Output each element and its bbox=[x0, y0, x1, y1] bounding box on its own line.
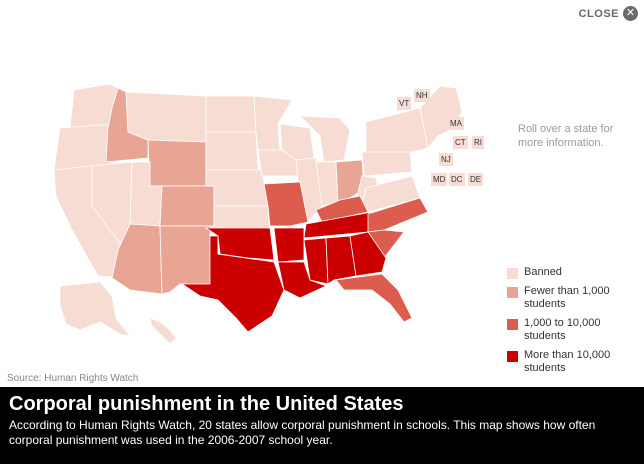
state-LA[interactable] bbox=[277, 261, 328, 299]
state-WY[interactable] bbox=[147, 139, 207, 187]
state-OH[interactable] bbox=[335, 159, 365, 203]
small-state-ma[interactable]: MA bbox=[448, 117, 464, 130]
state-MO[interactable] bbox=[263, 181, 309, 227]
legend-label: 1,000 to 10,000 students bbox=[524, 317, 601, 342]
state-AK[interactable] bbox=[59, 281, 131, 337]
state-NE[interactable] bbox=[205, 169, 269, 207]
state-MI[interactable] bbox=[298, 115, 351, 163]
state-MT[interactable] bbox=[125, 91, 207, 143]
legend-item-banned: Banned bbox=[507, 266, 632, 279]
state-NY[interactable] bbox=[365, 107, 429, 153]
state-FL[interactable] bbox=[335, 273, 413, 323]
close-label: CLOSE bbox=[578, 7, 619, 20]
legend-swatch bbox=[507, 351, 518, 362]
small-state-nh[interactable]: NH bbox=[414, 89, 430, 102]
legend-label: More than 10,000 students bbox=[524, 349, 611, 374]
state-AR[interactable] bbox=[273, 227, 305, 263]
legend-label: Banned bbox=[524, 266, 562, 278]
state-HI[interactable] bbox=[149, 317, 177, 345]
caption-title: Corporal punishment in the United States bbox=[9, 393, 404, 415]
legend-swatch bbox=[507, 268, 518, 279]
hover-hint: Roll over a state for more information. bbox=[518, 123, 614, 149]
state-CO[interactable] bbox=[159, 185, 215, 227]
close-icon[interactable]: ✕ bbox=[623, 6, 638, 21]
state-ND[interactable] bbox=[205, 95, 257, 133]
state-KY[interactable] bbox=[315, 195, 369, 223]
legend-item-fewer-than-1000: Fewer than 1,000 students bbox=[507, 285, 632, 311]
legend-swatch bbox=[507, 319, 518, 330]
small-state-vt[interactable]: VT bbox=[397, 97, 412, 110]
legend: Banned Fewer than 1,000 students 1,000 to … bbox=[507, 266, 632, 381]
us-map-svg bbox=[53, 83, 463, 345]
source-note: Source: Human Rights Watch bbox=[7, 373, 139, 384]
state-PA[interactable] bbox=[361, 149, 413, 177]
legend-item-1000-to-10000: 1,000 to 10,000 students bbox=[507, 317, 632, 343]
state-GA[interactable] bbox=[349, 231, 387, 277]
small-state-nj[interactable]: NJ bbox=[439, 153, 453, 166]
small-state-ri[interactable]: RI bbox=[472, 136, 484, 149]
small-state-ct[interactable]: CT bbox=[453, 136, 468, 149]
legend-item-more-than-10000: More than 10,000 students bbox=[507, 349, 632, 375]
state-AL[interactable] bbox=[325, 235, 357, 285]
state-TX[interactable] bbox=[180, 235, 285, 333]
caption-text: According to Human Rights Watch, 20 stat… bbox=[9, 418, 596, 447]
state-NM[interactable] bbox=[159, 225, 211, 295]
legend-swatch bbox=[507, 287, 518, 298]
state-NC[interactable] bbox=[367, 197, 429, 233]
caption-panel: Corporal punishment in the United States… bbox=[0, 387, 644, 464]
close-button[interactable]: CLOSE ✕ bbox=[579, 6, 638, 21]
small-state-dc[interactable]: DC bbox=[449, 173, 465, 186]
small-state-de[interactable]: DE bbox=[468, 173, 484, 186]
small-state-md[interactable]: MD bbox=[431, 173, 448, 186]
state-SD[interactable] bbox=[205, 131, 259, 171]
legend-label: Fewer than 1,000 students bbox=[524, 285, 610, 310]
us-map: VT NH MA CT RI NJ MD DC DE bbox=[53, 83, 484, 345]
